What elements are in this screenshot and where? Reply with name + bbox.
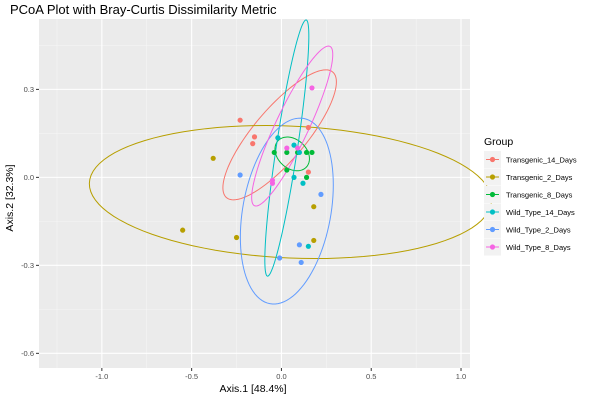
point-wild-type-2-days [277, 255, 283, 261]
ellipse-transgenic-14-days [222, 69, 337, 201]
point-transgenic-8-days [303, 149, 310, 156]
ellipse-wild-type-14-days [264, 19, 310, 277]
legend-label-wild-type-14-days: Wild_Type_14_Days [506, 208, 575, 217]
point-wild-type-8-days [269, 180, 276, 186]
legend-key-point [489, 174, 496, 180]
axes: -1.0 -0.5 0.0 0.5 1.0 -0.6 -0.3 0.0 0.3 [21, 85, 466, 381]
y-axis-title: Axis.2 [32.3%] [4, 164, 16, 231]
x-tick-label: 0.5 [366, 372, 376, 381]
point-wild-type-14-days [275, 135, 281, 141]
legend-key-point [489, 226, 496, 233]
point-transgenic-2-days [311, 237, 317, 244]
point-transgenic-8-days [284, 149, 290, 156]
ellipse-transgenic-8-days [274, 136, 310, 172]
x-tick-label: -1.0 [95, 372, 108, 381]
point-wild-type-14-days [291, 174, 297, 180]
point-wild-type-2-days [296, 242, 302, 248]
point-transgenic-14-days [305, 124, 311, 131]
plot-panel [39, 19, 470, 368]
legend: Group Transgenic_14_Days Transgenic_2_Day… [484, 136, 577, 256]
legend-label-wild-type-2-days: Wild_Type_2_Days [506, 226, 571, 235]
legend-key-point [489, 191, 496, 198]
legend-title: Group [484, 136, 513, 148]
x-tick-label: 1.0 [456, 372, 466, 381]
point-transgenic-8-days [303, 174, 310, 180]
point-wild-type-8-days [284, 145, 290, 151]
point-transgenic-8-days [309, 149, 315, 156]
y-tick-label: -0.6 [21, 349, 34, 358]
point-transgenic-8-days [284, 167, 290, 173]
y-tick-label: 0.0 [24, 173, 34, 182]
legend-label-wild-type-8-days: Wild_Type_8_Days [506, 243, 571, 252]
point-wild-type-2-days [237, 172, 243, 178]
legend-label-transgenic-8-days: Transgenic_8_Days [506, 191, 573, 200]
x-tick-label: -0.5 [185, 372, 198, 381]
y-tick-label: 0.3 [24, 85, 34, 94]
confidence-ellipses [88, 19, 492, 305]
legend-key-point [489, 156, 496, 163]
x-axis-title: Axis.1 [48.4%] [219, 383, 286, 395]
point-transgenic-2-days [311, 204, 317, 210]
x-tick-label: 0.0 [276, 372, 286, 381]
point-wild-type-14-days [300, 180, 306, 186]
ellipse-transgenic-2-days [88, 125, 492, 260]
point-transgenic-8-days [271, 149, 277, 156]
point-wild-type-2-days [298, 259, 304, 266]
point-wild-type-14-days [305, 243, 311, 249]
legend-key-point [489, 209, 496, 215]
panel-background [39, 19, 470, 368]
ellipse-wild-type-8-days [251, 45, 334, 207]
y-tick-label: -0.3 [21, 261, 34, 270]
point-transgenic-14-days [251, 134, 258, 140]
point-wild-type-14-days [291, 142, 297, 148]
point-transgenic-2-days [180, 227, 186, 233]
legend-label-transgenic-2-days: Transgenic_2_Days [506, 173, 573, 182]
point-transgenic-14-days [305, 169, 311, 175]
point-transgenic-2-days [210, 155, 216, 161]
data-points [180, 85, 324, 266]
point-transgenic-14-days [237, 117, 243, 123]
point-transgenic-2-days [233, 234, 240, 241]
point-wild-type-8-days [309, 85, 315, 91]
legend-label-transgenic-14-days: Transgenic_14_Days [506, 156, 577, 165]
point-wild-type-2-days [318, 191, 324, 197]
legend-key-point [489, 244, 496, 250]
point-wild-type-14-days [296, 149, 302, 156]
point-transgenic-14-days [250, 141, 256, 147]
point-wild-type-8-days [295, 145, 301, 151]
chart-title: PCoA Plot with Bray-Curtis Dissimilarity… [10, 2, 277, 17]
